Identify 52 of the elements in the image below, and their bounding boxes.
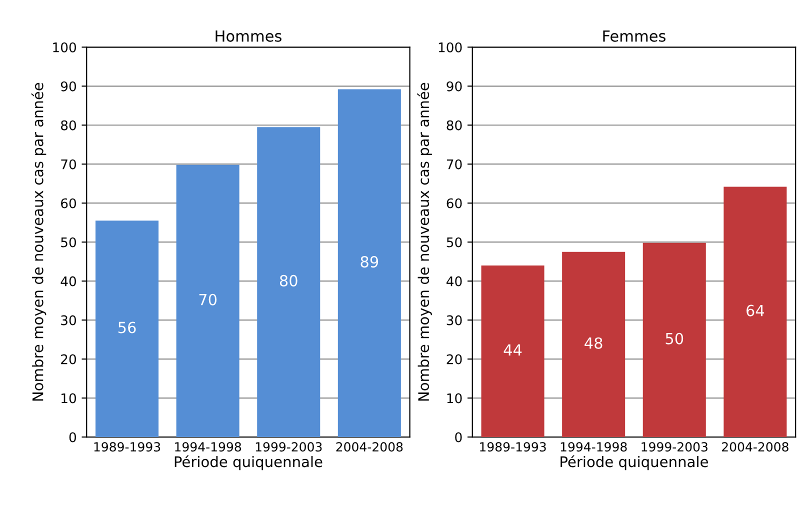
data-label: 64 [746, 304, 764, 316]
bar [96, 220, 159, 438]
x-axis-title: Période quiquennale [560, 455, 708, 470]
bar [338, 89, 401, 438]
data-label: 48 [584, 337, 602, 349]
x-tick-label: 1989-1993 [94, 442, 160, 452]
x-tick-label: 1989-1993 [480, 442, 546, 452]
y-tick-label: 60 [61, 198, 76, 208]
chart-title: Hommes [216, 30, 282, 42]
y-tick-label: 90 [446, 81, 462, 92]
bar [724, 186, 787, 438]
y-tick-label: 0 [455, 432, 462, 442]
y-tick-label: 0 [69, 432, 76, 442]
y-axis-title: Nombre moyen de nouveaux cas par année [31, 82, 46, 401]
x-axis-title: Période quiquennale [174, 455, 322, 470]
y-tick-label: 50 [61, 237, 76, 248]
data-label: 44 [504, 344, 522, 356]
x-tick-label: 2004-2008 [336, 442, 403, 452]
bar [642, 242, 706, 438]
y-tick-label: 40 [60, 276, 76, 286]
data-label: 89 [360, 256, 378, 268]
y-tick-label: 10 [62, 393, 76, 404]
y-tick-label: 20 [61, 354, 76, 364]
data-label: 80 [280, 274, 298, 286]
x-tick-label: 1999-2003 [256, 442, 322, 452]
x-tick-label: 1999-2003 [642, 442, 708, 452]
y-tick-label: 30 [61, 315, 76, 326]
bar [481, 265, 544, 438]
data-label: 70 [199, 294, 217, 306]
y-tick-label: 80 [446, 120, 462, 130]
bar [562, 252, 626, 438]
y-tick-label: 60 [446, 198, 462, 208]
y-tick-label: 10 [447, 393, 462, 404]
bar [176, 164, 240, 438]
y-tick-label: 30 [446, 315, 462, 326]
y-axis-title: Nombre moyen de nouveaux cas par année [417, 82, 432, 401]
data-label: 50 [666, 332, 684, 344]
y-tick-label: 20 [446, 354, 462, 364]
y-tick-label: 50 [446, 237, 462, 248]
data-label: 56 [118, 322, 136, 334]
y-tick-label: 100 [438, 42, 462, 52]
x-tick-label: 2004-2008 [722, 442, 788, 452]
y-tick-label: 70 [446, 159, 462, 170]
x-tick-label: 1994-1998 [175, 442, 242, 452]
bar [257, 127, 320, 438]
y-tick-label: 90 [60, 81, 76, 92]
y-tick-label: 70 [61, 159, 76, 170]
x-tick-label: 1994-1998 [560, 442, 627, 452]
y-tick-label: 40 [446, 276, 462, 286]
y-tick-label: 80 [61, 120, 76, 130]
chart-title: Femmes [603, 30, 666, 42]
y-tick-label: 100 [53, 42, 76, 52]
